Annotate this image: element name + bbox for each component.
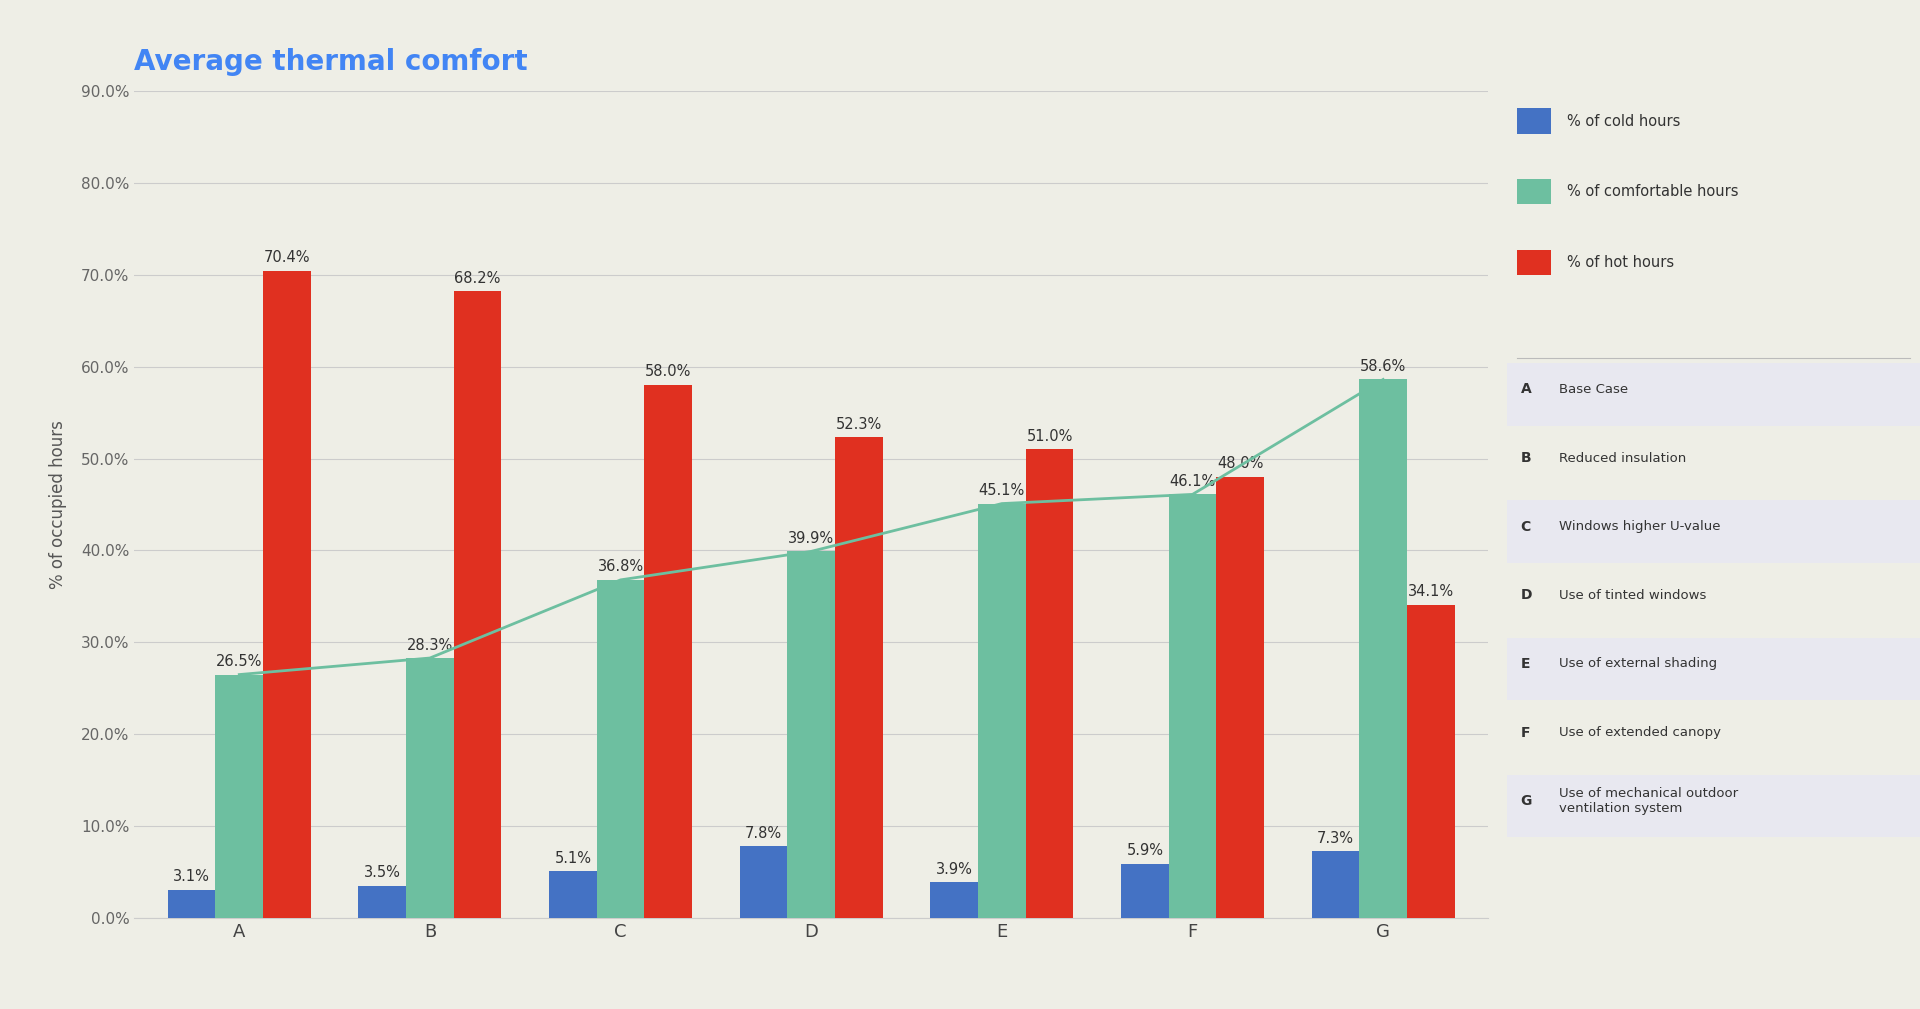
Text: D: D (1521, 588, 1532, 602)
Y-axis label: % of occupied hours: % of occupied hours (50, 420, 67, 589)
Bar (453, 292, 501, 918)
Text: 39.9%: 39.9% (787, 531, 835, 546)
Text: 7.8%: 7.8% (745, 826, 781, 840)
Bar (1121, 864, 1169, 918)
Text: Use of extended canopy: Use of extended canopy (1559, 726, 1720, 739)
Bar (215, 675, 263, 918)
Text: Use of external shading: Use of external shading (1559, 658, 1716, 670)
Text: 58.0%: 58.0% (645, 364, 691, 379)
Text: G: G (1521, 794, 1532, 808)
Text: 48.0%: 48.0% (1217, 456, 1263, 471)
Text: % of comfortable hours: % of comfortable hours (1567, 185, 1738, 199)
Text: 34.1%: 34.1% (1407, 584, 1453, 599)
Text: 52.3%: 52.3% (835, 417, 881, 432)
Text: 58.6%: 58.6% (1359, 359, 1405, 374)
Bar (1025, 449, 1073, 918)
Text: % of hot hours: % of hot hours (1567, 255, 1674, 269)
Text: F: F (1521, 725, 1530, 740)
Bar (931, 882, 977, 918)
Bar (787, 551, 835, 918)
Bar (1217, 477, 1263, 918)
Bar (167, 890, 215, 918)
Text: Use of tinted windows: Use of tinted windows (1559, 589, 1707, 601)
Text: 3.9%: 3.9% (935, 862, 973, 877)
Text: Windows higher U-value: Windows higher U-value (1559, 521, 1720, 533)
Text: 36.8%: 36.8% (597, 559, 643, 574)
Text: E: E (1521, 657, 1530, 671)
Bar (1407, 604, 1455, 918)
Text: 70.4%: 70.4% (263, 250, 311, 265)
Bar (1169, 494, 1217, 918)
Bar (359, 886, 405, 918)
Text: Base Case: Base Case (1559, 383, 1628, 396)
Text: 28.3%: 28.3% (407, 638, 453, 653)
Text: 26.5%: 26.5% (217, 654, 263, 669)
Bar (739, 847, 787, 918)
Bar (549, 872, 597, 918)
Text: 45.1%: 45.1% (979, 483, 1025, 498)
Bar (1311, 851, 1359, 918)
Bar (405, 658, 453, 918)
Text: 68.2%: 68.2% (455, 270, 501, 286)
Text: B: B (1521, 451, 1532, 465)
Bar (263, 271, 311, 918)
Text: Average thermal comfort: Average thermal comfort (134, 48, 528, 76)
Text: % of cold hours: % of cold hours (1567, 114, 1680, 128)
Bar (645, 385, 691, 918)
Text: Reduced insulation: Reduced insulation (1559, 452, 1686, 464)
Text: C: C (1521, 520, 1530, 534)
Bar (1359, 379, 1407, 918)
Text: 51.0%: 51.0% (1027, 429, 1073, 444)
Text: 7.3%: 7.3% (1317, 830, 1354, 846)
Bar (597, 580, 645, 918)
Text: A: A (1521, 382, 1532, 397)
Text: 3.1%: 3.1% (173, 869, 209, 884)
Text: 46.1%: 46.1% (1169, 474, 1215, 489)
Bar (977, 503, 1025, 918)
Bar (835, 437, 883, 918)
Text: 5.1%: 5.1% (555, 851, 591, 866)
Text: 3.5%: 3.5% (363, 866, 401, 881)
Text: Use of mechanical outdoor
ventilation system: Use of mechanical outdoor ventilation sy… (1559, 787, 1738, 815)
Text: 5.9%: 5.9% (1127, 844, 1164, 859)
